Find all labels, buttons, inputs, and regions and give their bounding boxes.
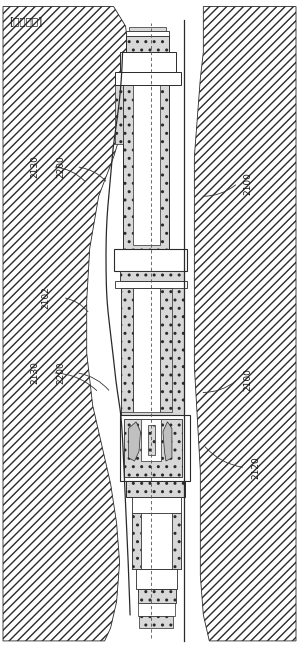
Polygon shape <box>129 27 166 31</box>
Polygon shape <box>124 419 182 477</box>
Polygon shape <box>120 271 184 281</box>
Text: 2102: 2102 <box>42 286 51 309</box>
Polygon shape <box>126 36 169 52</box>
Polygon shape <box>126 31 169 36</box>
Polygon shape <box>148 425 155 455</box>
Text: 2200: 2200 <box>57 156 66 178</box>
Polygon shape <box>132 497 181 513</box>
Text: 2130: 2130 <box>30 156 39 178</box>
Polygon shape <box>172 513 181 569</box>
Polygon shape <box>160 288 172 412</box>
Polygon shape <box>141 513 172 569</box>
Polygon shape <box>136 569 177 589</box>
Polygon shape <box>3 7 132 641</box>
Polygon shape <box>133 288 160 412</box>
Text: 2130: 2130 <box>30 362 39 384</box>
Polygon shape <box>120 52 176 72</box>
Polygon shape <box>121 281 184 415</box>
Text: 2100: 2100 <box>244 172 253 194</box>
Polygon shape <box>132 513 181 569</box>
Polygon shape <box>115 85 123 144</box>
Polygon shape <box>132 513 141 569</box>
Polygon shape <box>163 422 172 461</box>
Polygon shape <box>115 72 181 85</box>
Polygon shape <box>120 415 190 481</box>
Polygon shape <box>123 52 169 249</box>
Polygon shape <box>194 7 296 641</box>
Polygon shape <box>138 603 175 616</box>
Text: 2200: 2200 <box>57 362 66 384</box>
Polygon shape <box>141 419 161 461</box>
Polygon shape <box>121 288 133 412</box>
Polygon shape <box>115 281 187 288</box>
Polygon shape <box>114 249 187 271</box>
Polygon shape <box>139 616 173 628</box>
Polygon shape <box>133 59 160 245</box>
Polygon shape <box>129 422 141 461</box>
Text: [図・１３]: [図・１３] <box>9 16 42 26</box>
Text: 2100: 2100 <box>244 368 253 390</box>
Polygon shape <box>138 589 176 603</box>
Text: 2120: 2120 <box>251 456 260 479</box>
Polygon shape <box>126 481 185 497</box>
